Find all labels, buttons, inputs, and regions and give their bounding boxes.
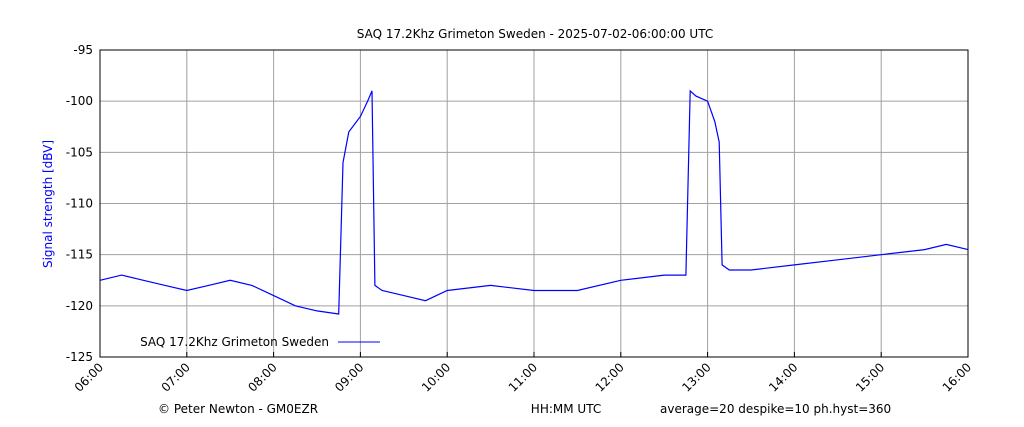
parameters-text: average=20 despike=10 ph.hyst=360 xyxy=(660,402,891,416)
legend-label: SAQ 17.2Khz Grimeton Sweden xyxy=(140,335,329,349)
chart-title: SAQ 17.2Khz Grimeton Sweden - 2025-07-02… xyxy=(357,27,713,41)
y-tick-label: -105 xyxy=(66,145,93,159)
credit-text: © Peter Newton - GM0EZR xyxy=(158,402,318,416)
y-tick-label: -110 xyxy=(66,197,93,211)
y-tick-label: -115 xyxy=(66,248,93,262)
y-tick-label: -100 xyxy=(66,94,93,108)
series-line xyxy=(99,89,969,315)
y-tick-label: -120 xyxy=(66,299,93,313)
x-axis-label: HH:MM UTC xyxy=(531,402,601,416)
y-tick-label: -125 xyxy=(66,350,93,364)
y-tick-label: -95 xyxy=(73,43,93,57)
y-axis-label: Signal strength [dBV] xyxy=(41,140,55,268)
y-axis-ticks: -95 -100 -105 -110 -115 -120 -125 xyxy=(66,43,93,364)
series-layer xyxy=(99,89,969,315)
legend: SAQ 17.2Khz Grimeton Sweden xyxy=(140,335,380,349)
